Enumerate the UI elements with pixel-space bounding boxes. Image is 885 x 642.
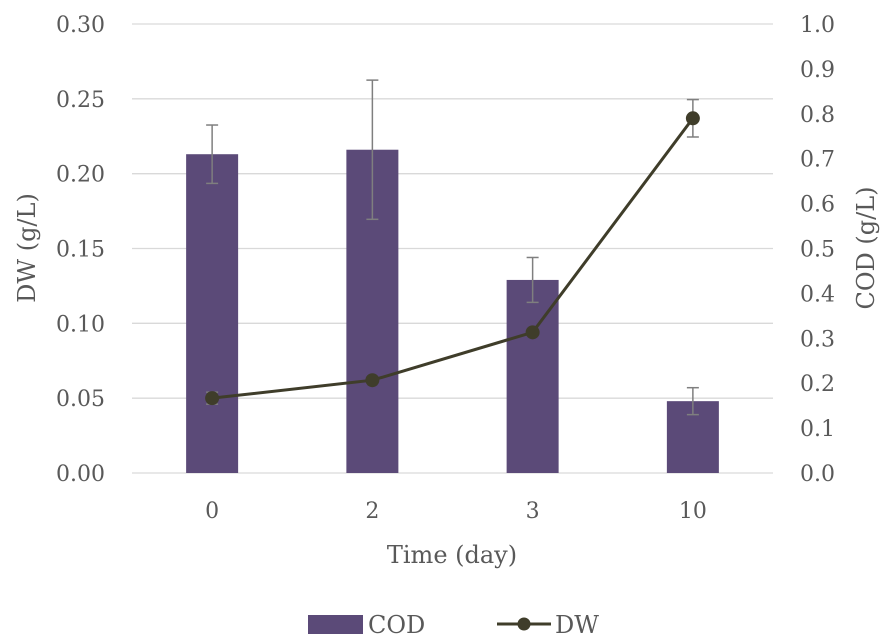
- legend: COD DW: [308, 611, 599, 639]
- right-tick-label: 0.8: [800, 103, 835, 128]
- left-tick-label: 0.20: [56, 163, 105, 188]
- point-dw: [205, 391, 220, 406]
- left-tick-label: 0.05: [56, 387, 105, 412]
- right-tick-label: 1.0: [800, 13, 835, 38]
- gridlines: [132, 23, 773, 474]
- x-tick-label: 2: [365, 499, 379, 524]
- bar-cod: [506, 279, 559, 473]
- series-line-dw: [211, 117, 695, 400]
- x-tick-label: 10: [679, 499, 707, 524]
- right-axis-title: COD (g/L): [852, 186, 880, 309]
- right-tick-label: 0.2: [800, 372, 835, 397]
- x-axis-title: Time (day): [387, 541, 517, 569]
- right-tick-label: 0.0: [800, 462, 835, 487]
- bar-cod: [186, 154, 239, 473]
- left-axis-ticks: 0.00 0.05 0.10 0.15 0.20 0.25 0.30: [56, 13, 105, 487]
- right-tick-label: 0.7: [800, 148, 835, 173]
- x-tick-label: 3: [526, 499, 540, 524]
- left-axis-title: DW (g/L): [13, 193, 41, 303]
- right-axis-ticks: 0.0 0.1 0.2 0.3 0.4 0.5 0.6 0.7 0.8 0.9 1.0: [800, 13, 835, 487]
- legend-label-dw: DW: [555, 611, 599, 639]
- point-dw: [525, 325, 540, 340]
- bars-cod: [186, 79, 719, 473]
- right-tick-label: 0.5: [800, 238, 835, 263]
- right-tick-label: 0.4: [800, 282, 835, 307]
- line-dw: [205, 98, 700, 406]
- right-tick-label: 0.1: [800, 417, 835, 442]
- legend-label-cod: COD: [368, 611, 425, 639]
- legend-marker-dw: [517, 617, 531, 631]
- point-dw: [365, 373, 380, 388]
- right-tick-label: 0.3: [800, 327, 835, 352]
- right-tick-label: 0.9: [800, 58, 835, 83]
- left-tick-label: 0.30: [56, 13, 105, 38]
- legend-swatch-cod: [308, 615, 363, 634]
- left-tick-label: 0.00: [56, 462, 105, 487]
- left-tick-label: 0.10: [56, 312, 105, 337]
- right-tick-label: 0.6: [800, 193, 835, 218]
- point-dw: [685, 111, 700, 126]
- x-tick-label: 0: [205, 499, 219, 524]
- left-tick-label: 0.25: [56, 88, 105, 113]
- left-tick-label: 0.15: [56, 238, 105, 263]
- x-axis-ticks: 0 2 3 10: [205, 499, 707, 524]
